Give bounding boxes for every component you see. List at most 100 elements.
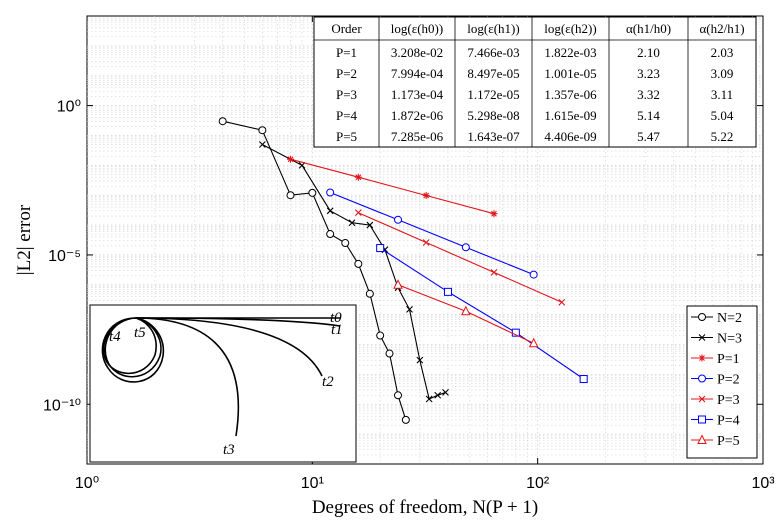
series-n-2: [218, 117, 410, 424]
x-tick-label: 10⁰: [75, 475, 99, 492]
table-cell: 3.208e-02: [391, 45, 443, 60]
data-point: [218, 117, 227, 126]
legend-frame: [686, 305, 758, 459]
table-cell: 1.173e-04: [391, 87, 444, 102]
data-point: [326, 188, 335, 197]
inset-label-t2: t2: [322, 374, 334, 390]
x-axis-label: Degrees of freedom, N(P + 1): [312, 497, 538, 518]
table-frame: [313, 16, 757, 148]
data-point: [528, 337, 539, 348]
table-cell: 7.994e-04: [391, 66, 444, 81]
table-cell: 5.14: [637, 108, 660, 123]
axis-ticks: 10⁰ 10¹ 10² 10³ 10⁻¹⁰ 10⁻⁵ 10⁰: [43, 16, 775, 492]
table-cell: 5.47: [637, 129, 660, 144]
series-p-4: [376, 244, 588, 384]
table-cell: 1.822e-03: [544, 45, 596, 60]
data-point: [348, 219, 356, 227]
data-point: [341, 239, 350, 248]
series-line: [379, 247, 585, 380]
data-point: [258, 126, 267, 135]
series-p-2: [326, 188, 538, 279]
inset-label-t0: t0: [330, 310, 342, 326]
data-point: [558, 298, 566, 306]
inset-label-t5: t5: [134, 325, 146, 341]
data-point: [376, 331, 385, 340]
table-cell: P=2: [336, 66, 357, 81]
legend-label: P=4: [717, 414, 740, 429]
data-point: [394, 391, 403, 400]
data-point: [422, 239, 430, 246]
legend-marker: [697, 434, 707, 444]
series-line: [290, 158, 495, 215]
table-cell: 1.872e-06: [391, 108, 444, 123]
inset-label-t1: t1: [331, 322, 343, 338]
data-point: [461, 243, 470, 252]
data-point: [326, 230, 335, 239]
data-point: [308, 188, 317, 197]
data-point: [422, 191, 430, 199]
legend-marker: [698, 374, 706, 383]
table-cell: 7.285e-06: [391, 129, 444, 144]
x-tick-label: 10³: [751, 475, 775, 492]
legend-label: P=2: [717, 373, 740, 388]
table-cell: 5.22: [711, 129, 734, 144]
table-header-cell: Order: [331, 21, 362, 36]
legend-marker: [698, 415, 706, 424]
table-cell: P=3: [336, 87, 357, 102]
data-point: [376, 244, 385, 253]
series-line: [262, 144, 446, 400]
series-line: [222, 120, 407, 421]
x-tick-label: 10²: [526, 475, 550, 492]
table-cell: 5.04: [711, 108, 734, 123]
series-layer: [218, 117, 588, 424]
data-point: [461, 305, 471, 316]
y-tick-label: 10⁰: [57, 99, 81, 116]
data-point: [401, 415, 410, 424]
table-header-cell: log(ε(h0)): [391, 21, 443, 36]
data-point: [434, 391, 442, 399]
table-cell: 7.466e-03: [467, 45, 519, 60]
data-point: [393, 279, 403, 289]
trajectory-curve: [104, 317, 162, 378]
data-point: [416, 356, 424, 364]
legend-label: N=3: [717, 332, 742, 347]
table-cell: 1.001e-05: [544, 66, 596, 81]
table-cell: 3.11: [711, 87, 733, 102]
data-point: [286, 191, 295, 200]
data-point: [354, 259, 363, 268]
data-point: [490, 210, 498, 218]
series-p-3: [354, 209, 566, 306]
legend-label: P=5: [717, 434, 740, 449]
table-cell: 2.10: [637, 45, 660, 60]
table-cell: P=5: [336, 129, 357, 144]
trajectory-curve: [135, 317, 323, 377]
table-cell: 3.09: [711, 66, 734, 81]
table-cell: 5.298e-08: [467, 108, 519, 123]
data-point: [394, 215, 403, 224]
legend: N=2 N=3 P=1 P=2 P=3 P=4 P=5: [686, 305, 758, 459]
x-tick-label: 10¹: [301, 475, 324, 492]
table-cell: 8.497e-05: [467, 66, 519, 81]
y-tick-label: 10⁻¹⁰: [43, 397, 81, 414]
trajectory-curve: [102, 317, 157, 375]
trajectory-curve: [101, 317, 165, 383]
table-header-cell: α(h2/h1): [699, 21, 744, 36]
data-point: [442, 388, 449, 396]
table-cell: 3.23: [637, 66, 660, 81]
table-cell: 1.172e-05: [467, 87, 519, 102]
series-line: [358, 212, 563, 303]
legend-label: P=3: [717, 393, 740, 408]
data-point: [286, 155, 294, 163]
data-point: [490, 269, 498, 276]
inset-frame: [89, 304, 357, 463]
series-p-1: [286, 155, 498, 218]
data-point: [443, 287, 452, 296]
table-cell: 4.406e-09: [544, 129, 596, 144]
legend-label: N=2: [717, 311, 742, 326]
results-table: Order log(ε(h0)) log(ε(h1)) log(ε(h2)) α(h1/…: [313, 16, 757, 148]
table-cell: P=4: [336, 108, 358, 123]
data-point: [406, 306, 413, 313]
data-point: [354, 173, 362, 181]
data-point: [326, 207, 334, 215]
